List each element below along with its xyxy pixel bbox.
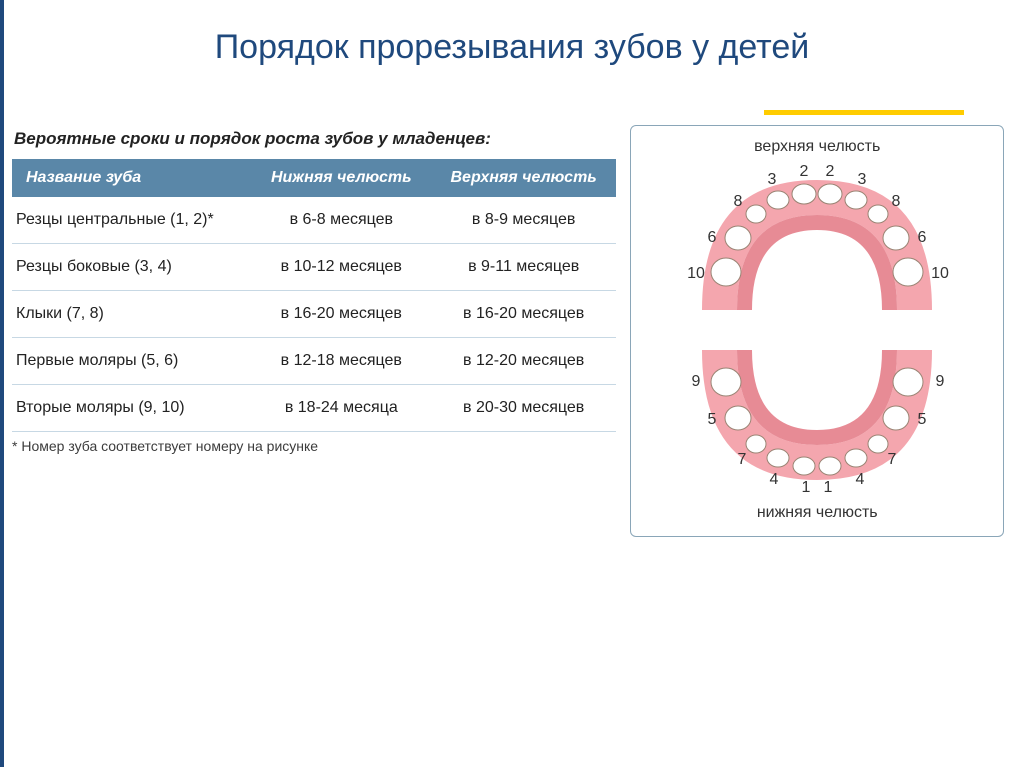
table-row: Первые моляры (5, 6) в 12-18 месяцев в 1… xyxy=(12,338,616,385)
cell: в 6-8 месяцев xyxy=(252,197,431,244)
cell: в 10-12 месяцев xyxy=(252,244,431,291)
svg-text:2: 2 xyxy=(800,163,809,180)
svg-text:6: 6 xyxy=(708,229,717,246)
cell: Вторые моляры (9, 10) xyxy=(12,385,252,432)
svg-text:2: 2 xyxy=(826,163,835,180)
svg-text:3: 3 xyxy=(768,171,777,188)
upper-jaw-label: верхняя челюсть xyxy=(639,134,995,160)
table-row: Резцы боковые (3, 4) в 10-12 месяцев в 9… xyxy=(12,244,616,291)
content-row: Вероятные сроки и порядок роста зубов у … xyxy=(0,115,1024,537)
cell: в 16-20 месяцев xyxy=(431,291,617,338)
svg-text:9: 9 xyxy=(936,373,945,390)
jaw-diagram-panel: верхняя челюсть 2 2 3 3 8 xyxy=(630,125,1004,537)
cell: в 20-30 месяцев xyxy=(431,385,617,432)
col-header-2: Верхняя челюсть xyxy=(431,159,617,197)
svg-text:8: 8 xyxy=(892,193,901,210)
cell: Резцы центральные (1, 2)* xyxy=(12,197,252,244)
cell: в 16-20 месяцев xyxy=(252,291,431,338)
cell: в 8-9 месяцев xyxy=(431,197,617,244)
svg-text:5: 5 xyxy=(708,411,717,428)
col-header-0: Название зуба xyxy=(12,159,252,197)
cell: Первые моляры (5, 6) xyxy=(12,338,252,385)
table-caption: Вероятные сроки и порядок роста зубов у … xyxy=(12,125,616,159)
svg-text:10: 10 xyxy=(687,265,705,282)
lower-jaw-svg: 9 9 5 5 7 7 4 4 1 1 xyxy=(672,330,962,500)
yellow-accent-bar xyxy=(764,110,964,115)
table-row: Вторые моляры (9, 10) в 18-24 месяца в 2… xyxy=(12,385,616,432)
svg-text:4: 4 xyxy=(770,471,779,488)
svg-text:7: 7 xyxy=(888,451,897,468)
page-title: Порядок прорезывания зубов у детей xyxy=(0,0,1024,85)
cell: Резцы боковые (3, 4) xyxy=(12,244,252,291)
table-footnote: * Номер зуба соответствует номеру на рис… xyxy=(12,432,616,454)
svg-text:7: 7 xyxy=(738,451,747,468)
svg-text:1: 1 xyxy=(824,479,833,496)
svg-text:6: 6 xyxy=(918,229,927,246)
cell: в 18-24 месяца xyxy=(252,385,431,432)
cell: в 12-18 месяцев xyxy=(252,338,431,385)
svg-text:3: 3 xyxy=(858,171,867,188)
cell: Клыки (7, 8) xyxy=(12,291,252,338)
col-header-1: Нижняя челюсть xyxy=(252,159,431,197)
teeth-table: Название зуба Нижняя челюсть Верхняя чел… xyxy=(12,159,616,432)
svg-text:5: 5 xyxy=(918,411,927,428)
upper-jaw-svg: 2 2 3 3 8 8 6 6 10 10 xyxy=(672,160,962,330)
table-row: Клыки (7, 8) в 16-20 месяцев в 16-20 мес… xyxy=(12,291,616,338)
svg-text:10: 10 xyxy=(931,265,949,282)
lower-jaw-label: нижняя челюсть xyxy=(639,500,995,526)
table-row: Резцы центральные (1, 2)* в 6-8 месяцев … xyxy=(12,197,616,244)
svg-text:8: 8 xyxy=(734,193,743,210)
cell: в 9-11 месяцев xyxy=(431,244,617,291)
svg-text:1: 1 xyxy=(802,479,811,496)
svg-text:9: 9 xyxy=(692,373,701,390)
left-accent-bar xyxy=(0,0,4,767)
table-block: Вероятные сроки и порядок роста зубов у … xyxy=(12,125,616,454)
cell: в 12-20 месяцев xyxy=(431,338,617,385)
svg-text:4: 4 xyxy=(856,471,865,488)
table-body: Резцы центральные (1, 2)* в 6-8 месяцев … xyxy=(12,197,616,432)
